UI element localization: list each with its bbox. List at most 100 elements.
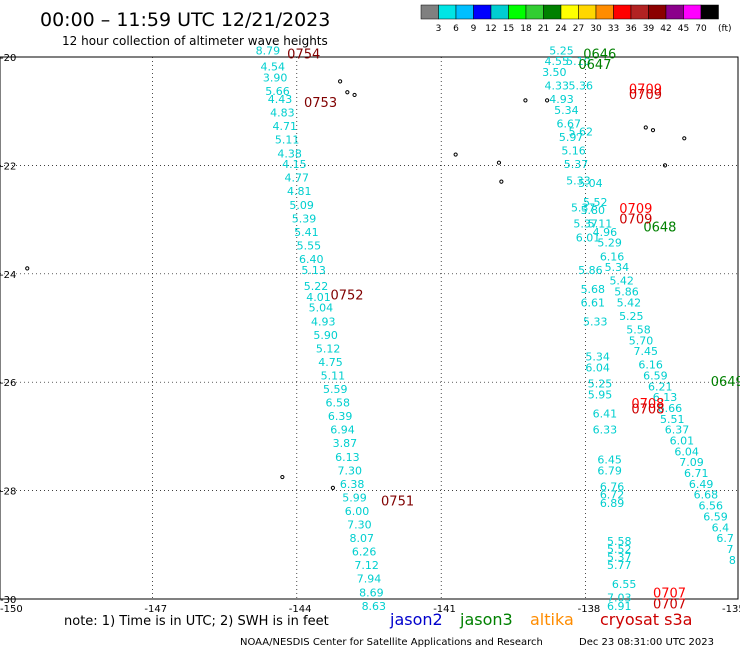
wave-height-value: 5.34 <box>605 261 630 274</box>
wave-height-value: 5.68 <box>581 283 606 296</box>
wave-height-value: 6.26 <box>352 546 377 559</box>
wave-height-value: 6.66 <box>658 402 683 415</box>
wave-height-value: 5.25 <box>549 44 574 57</box>
wave-height-value: 7.09 <box>679 456 704 469</box>
legend-jason3: jason3 <box>459 610 513 629</box>
wave-height-value: 5.62 <box>569 126 594 139</box>
wave-height-value: 4.01 <box>306 291 331 304</box>
colorbar-label: 45 <box>678 24 689 34</box>
wave-height-value: 5.42 <box>609 275 634 288</box>
axis-labels: -150 -147 -144 -141 -138 -135 -20 -22 -24 -26 -28 -… <box>0 53 740 615</box>
wave-height-value: 6.56 <box>698 500 723 513</box>
colorbar-swatch <box>648 4 667 20</box>
pass-time-label: 0708 <box>631 397 664 412</box>
map-subtitle: 12 hour collection of altimeter wave hei… <box>62 34 328 48</box>
wave-height-value: 7 <box>727 543 734 556</box>
wave-height-value: 6.55 <box>612 578 637 591</box>
coastlines <box>25 79 687 490</box>
wave-height-value: 5.39 <box>292 212 317 225</box>
colorbar-swatch <box>560 4 579 20</box>
footer-credit: NOAA/NESDIS Center for Satellite Applica… <box>240 637 543 648</box>
wave-height-value: 6.79 <box>597 464 622 477</box>
wave-height-value: 8.63 <box>362 600 387 613</box>
colorbar-label: 42 <box>660 24 671 34</box>
pass-time-label: 0707 <box>653 597 686 612</box>
wave-height-value: 7.03 <box>607 592 632 605</box>
wave-height-value: 6.01 <box>576 231 601 244</box>
wave-height-value: 5.22 <box>304 280 329 293</box>
island-outline <box>453 152 458 157</box>
lon-tick-label: -147 <box>144 604 167 615</box>
wave-height-value: 3.50 <box>542 66 567 79</box>
island-outline <box>650 128 656 133</box>
pass-time-label: 0709 <box>619 202 652 217</box>
island-outline <box>496 160 502 165</box>
wave-height-value: 5.04 <box>309 302 334 315</box>
colorbar-unit: (ft) <box>718 24 732 34</box>
colorbar-swatch <box>683 4 702 20</box>
pass-time-label: 0708 <box>631 402 664 417</box>
wave-height-value: 6.72 <box>600 489 625 502</box>
pass-time-label: 0646 <box>583 47 616 62</box>
wave-height-value: 5.37 <box>564 158 589 171</box>
colorbar-label: 3 <box>436 24 442 34</box>
colorbar-swatch <box>613 4 632 20</box>
lat-tick-label: -24 <box>0 270 16 281</box>
colorbar-swatch <box>473 4 492 20</box>
colorbar-swatch <box>420 4 439 20</box>
wave-height-value: 6.13 <box>335 451 360 464</box>
pass-time-label: 0751 <box>381 494 414 509</box>
wave-height-value: 7.30 <box>337 464 362 477</box>
lon-tick-label: -144 <box>289 604 312 615</box>
wave-height-value: 4.96 <box>593 226 618 239</box>
wave-height-value: 6.58 <box>325 397 350 410</box>
wave-height-value: 5.29 <box>597 237 622 250</box>
colorbar-label: 70 <box>695 24 707 34</box>
wave-height-value: 6.16 <box>638 359 663 372</box>
colorbar-swatch <box>508 4 527 20</box>
pass-time-label: 0647 <box>578 58 611 73</box>
wave-height-value: 6.21 <box>648 380 673 393</box>
wave-height-value: 6.91 <box>607 600 632 613</box>
wave-height-value: 5.13 <box>301 264 326 277</box>
colorbar-swatch <box>665 4 684 20</box>
colorbar-swatch <box>438 4 457 20</box>
island-outline <box>352 92 357 98</box>
colorbar-label: 21 <box>538 24 549 34</box>
island-outline <box>643 125 648 130</box>
colorbar-label: 6 <box>453 24 459 34</box>
wave-height-value: 5.37 <box>607 551 632 564</box>
wave-height-value: 7.12 <box>354 559 379 572</box>
wave-height-value: 4.15 <box>282 158 307 171</box>
wave-height-value: 4.71 <box>273 120 298 133</box>
wave-height-value: 5.09 <box>289 199 314 212</box>
colorbar-swatch <box>455 4 474 20</box>
colorbar-swatch <box>525 4 544 20</box>
wave-height-value: 4.77 <box>285 172 310 185</box>
colorbar-label: 27 <box>573 24 584 34</box>
wave-height-value: 6.76 <box>600 481 625 494</box>
wave-height-value: 5.42 <box>617 296 642 309</box>
pass-time-label: 0754 <box>287 47 320 62</box>
lon-tick-label: -138 <box>578 604 601 615</box>
colorbar-swatch <box>578 4 597 20</box>
graticule <box>0 57 738 599</box>
lat-tick-label: -26 <box>0 378 16 389</box>
colorbar-swatch <box>700 4 719 20</box>
wave-height-value: 6.71 <box>684 467 709 480</box>
wave-height-value: 6.68 <box>694 489 719 502</box>
wave-height-value: 4.33 <box>544 80 569 93</box>
island-outline <box>544 98 550 103</box>
wave-height-value: 7.94 <box>357 573 382 586</box>
wave-height-value: 5.04 <box>578 177 603 190</box>
colorbar-label: 30 <box>590 24 602 34</box>
wave-height-value: 5.41 <box>294 226 319 239</box>
wave-height-value: 4.93 <box>311 315 336 328</box>
wave-height-value: 4.38 <box>277 147 302 160</box>
wave-height-value: 5.52 <box>607 543 632 556</box>
wave-height-value: 6.67 <box>557 117 582 130</box>
wave-height-value: 5.37 <box>573 218 598 231</box>
wave-height-value: 6.38 <box>340 478 365 491</box>
wave-height-tracks: 8.794.543.905.664.434.834.715.114.384.15… <box>256 44 736 613</box>
wave-height-value: 6.04 <box>674 445 699 458</box>
